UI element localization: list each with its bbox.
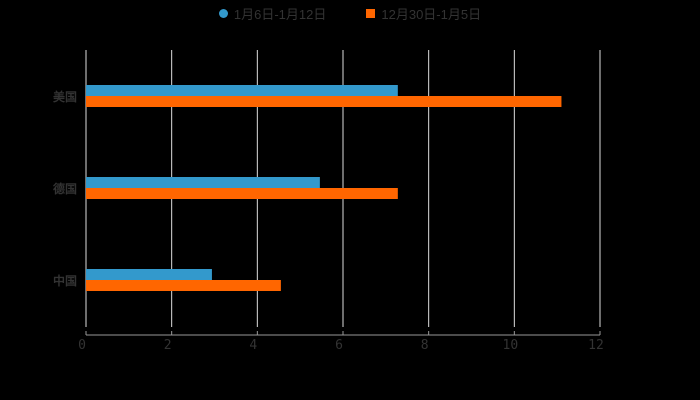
x-tick-label: 12	[588, 338, 604, 353]
bar-series-2	[86, 96, 562, 107]
x-tick-label: 0	[78, 338, 86, 353]
x-tick-label: 4	[249, 338, 257, 353]
legend-label: 12月30日-1月5日	[381, 7, 482, 22]
category-label: 德国	[53, 181, 77, 196]
legend: 1月6日-1月12日 12月30日-1月5日	[0, 4, 700, 23]
square-marker-icon	[366, 9, 376, 18]
bar-series-1	[86, 85, 398, 96]
category-label: 美国	[53, 89, 77, 104]
bar-series-1	[86, 177, 320, 188]
legend-label: 1月6日-1月12日	[233, 7, 327, 22]
legend-item-series-1[interactable]: 1月6日-1月12日	[218, 4, 327, 23]
x-tick-label: 6	[335, 338, 343, 353]
category-label: 中国	[53, 273, 77, 288]
x-tick-label: 2	[164, 338, 172, 353]
bar-series-2	[86, 188, 398, 199]
circle-marker-icon	[218, 9, 228, 18]
bar-series-1	[86, 269, 212, 280]
x-tick-label: 8	[421, 338, 429, 353]
bar-series-2	[86, 280, 281, 291]
legend-item-series-2[interactable]: 12月30日-1月5日	[366, 4, 481, 23]
x-tick-label: 10	[503, 338, 519, 353]
